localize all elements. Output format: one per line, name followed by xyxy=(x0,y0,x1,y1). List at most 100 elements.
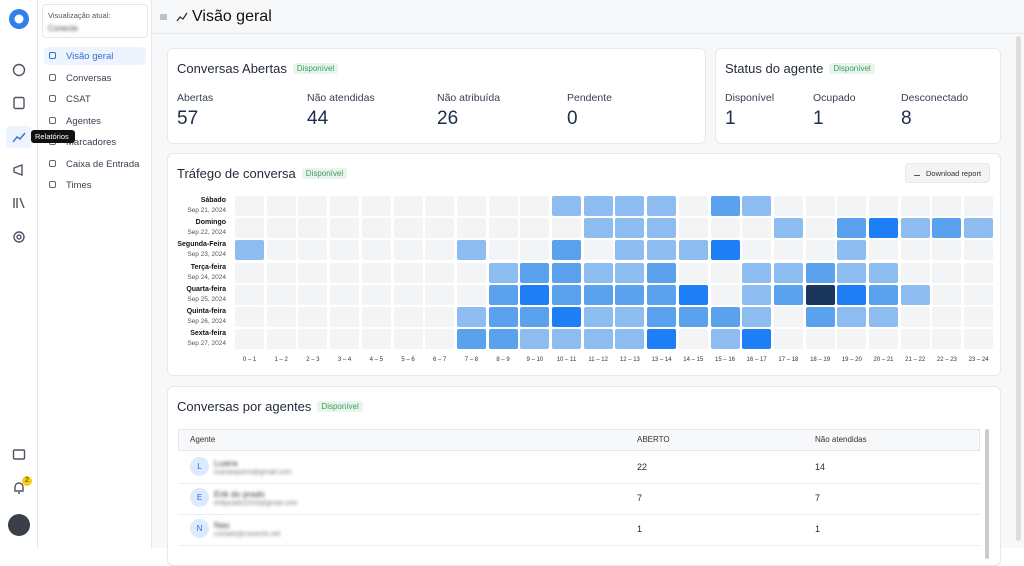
heatmap-cell[interactable] xyxy=(647,240,677,261)
download-button[interactable]: Download report xyxy=(905,163,990,183)
heatmap-cell[interactable] xyxy=(488,262,518,283)
heatmap-cell[interactable] xyxy=(235,329,264,350)
heatmap-cell[interactable] xyxy=(615,196,645,216)
heatmap-cell[interactable] xyxy=(710,196,740,216)
heatmap-cell[interactable] xyxy=(647,329,677,350)
heatmap-cell[interactable] xyxy=(773,218,803,239)
heatmap-cell[interactable] xyxy=(456,218,486,239)
heatmap-cell[interactable] xyxy=(805,240,835,261)
heatmap-cell[interactable] xyxy=(393,240,423,261)
heatmap-cell[interactable] xyxy=(615,307,645,327)
heatmap-cell[interactable] xyxy=(425,262,455,283)
heatmap-cell[interactable] xyxy=(742,329,772,350)
heatmap-cell[interactable] xyxy=(742,262,772,283)
heatmap-cell[interactable] xyxy=(900,307,930,327)
heatmap-cell[interactable] xyxy=(964,240,994,261)
heatmap-cell[interactable] xyxy=(235,218,264,239)
heatmap-cell[interactable] xyxy=(425,218,455,239)
sidebar-item[interactable]: Caixa de Entrada xyxy=(66,158,140,170)
heatmap-cell[interactable] xyxy=(552,329,581,350)
heatmap-cell[interactable] xyxy=(266,284,296,305)
conversations-icon[interactable] xyxy=(12,63,26,77)
heatmap-cell[interactable] xyxy=(393,196,423,216)
heatmap-cell[interactable] xyxy=(488,196,518,216)
heatmap-cell[interactable] xyxy=(932,196,962,216)
heatmap-cell[interactable] xyxy=(869,329,898,350)
heatmap-cell[interactable] xyxy=(678,307,708,327)
heatmap-cell[interactable] xyxy=(330,284,360,305)
sidebar-item[interactable]: Conversas xyxy=(66,72,112,84)
reports-icon-active[interactable] xyxy=(6,126,32,148)
heatmap-cell[interactable] xyxy=(266,329,296,350)
heatmap-cell[interactable] xyxy=(710,284,740,305)
heatmap-cell[interactable] xyxy=(615,284,645,305)
heatmap-cell[interactable] xyxy=(393,218,423,239)
library-icon[interactable] xyxy=(12,196,26,210)
heatmap-cell[interactable] xyxy=(773,240,803,261)
heatmap-cell[interactable] xyxy=(298,262,328,283)
heatmap-cell[interactable] xyxy=(488,329,518,350)
heatmap-cell[interactable] xyxy=(330,329,360,350)
heatmap-cell[interactable] xyxy=(488,240,518,261)
heatmap-cell[interactable] xyxy=(361,329,391,350)
heatmap-cell[interactable] xyxy=(488,307,518,327)
heatmap-cell[interactable] xyxy=(361,307,391,327)
heatmap-cell[interactable] xyxy=(678,240,708,261)
heatmap-cell[interactable] xyxy=(837,307,867,327)
heatmap-cell[interactable] xyxy=(869,196,898,216)
heatmap-cell[interactable] xyxy=(488,218,518,239)
heatmap-cell[interactable] xyxy=(869,307,898,327)
heatmap-cell[interactable] xyxy=(710,262,740,283)
heatmap-cell[interactable] xyxy=(425,284,455,305)
reports-icon[interactable] xyxy=(12,130,26,144)
heatmap-cell[interactable] xyxy=(773,262,803,283)
heatmap-cell[interactable] xyxy=(964,218,994,239)
heatmap-cell[interactable] xyxy=(298,284,328,305)
heatmap-cell[interactable] xyxy=(425,196,455,216)
heatmap-cell[interactable] xyxy=(742,307,772,327)
heatmap-cell[interactable] xyxy=(932,262,962,283)
heatmap-cell[interactable] xyxy=(330,307,360,327)
heatmap-cell[interactable] xyxy=(361,284,391,305)
heatmap-cell[interactable] xyxy=(869,284,898,305)
heatmap-cell[interactable] xyxy=(647,218,677,239)
heatmap-cell[interactable] xyxy=(837,196,867,216)
heatmap-cell[interactable] xyxy=(425,329,455,350)
heatmap-cell[interactable] xyxy=(964,307,994,327)
heatmap-cell[interactable] xyxy=(583,262,613,283)
heatmap-cell[interactable] xyxy=(710,240,740,261)
heatmap-cell[interactable] xyxy=(900,262,930,283)
heatmap-cell[interactable] xyxy=(520,262,550,283)
heatmap-cell[interactable] xyxy=(488,284,518,305)
heatmap-cell[interactable] xyxy=(932,284,962,305)
campaigns-icon[interactable] xyxy=(12,163,26,177)
heatmap-cell[interactable] xyxy=(837,240,867,261)
heatmap-cell[interactable] xyxy=(742,240,772,261)
heatmap-cell[interactable] xyxy=(361,196,391,216)
heatmap-cell[interactable] xyxy=(647,307,677,327)
heatmap-cell[interactable] xyxy=(805,196,835,216)
heatmap-cell[interactable] xyxy=(805,307,835,327)
heatmap-cell[interactable] xyxy=(266,240,296,261)
heatmap-cell[interactable] xyxy=(678,196,708,216)
heatmap-cell[interactable] xyxy=(900,284,930,305)
heatmap-cell[interactable] xyxy=(805,329,835,350)
heatmap-cell[interactable] xyxy=(552,262,581,283)
heatmap-cell[interactable] xyxy=(298,329,328,350)
heatmap-cell[interactable] xyxy=(805,262,835,283)
heatmap-cell[interactable] xyxy=(393,284,423,305)
heatmap-cell[interactable] xyxy=(393,262,423,283)
heatmap-cell[interactable] xyxy=(456,262,486,283)
heatmap-cell[interactable] xyxy=(773,307,803,327)
heatmap-cell[interactable] xyxy=(520,196,550,216)
heatmap-cell[interactable] xyxy=(742,218,772,239)
heatmap-cell[interactable] xyxy=(393,307,423,327)
heatmap-cell[interactable] xyxy=(583,196,613,216)
heatmap-cell[interactable] xyxy=(583,307,613,327)
heatmap-cell[interactable] xyxy=(647,284,677,305)
heatmap-cell[interactable] xyxy=(552,284,581,305)
heatmap-cell[interactable] xyxy=(298,240,328,261)
heatmap-cell[interactable] xyxy=(520,240,550,261)
heatmap-cell[interactable] xyxy=(678,284,708,305)
heatmap-cell[interactable] xyxy=(837,218,867,239)
